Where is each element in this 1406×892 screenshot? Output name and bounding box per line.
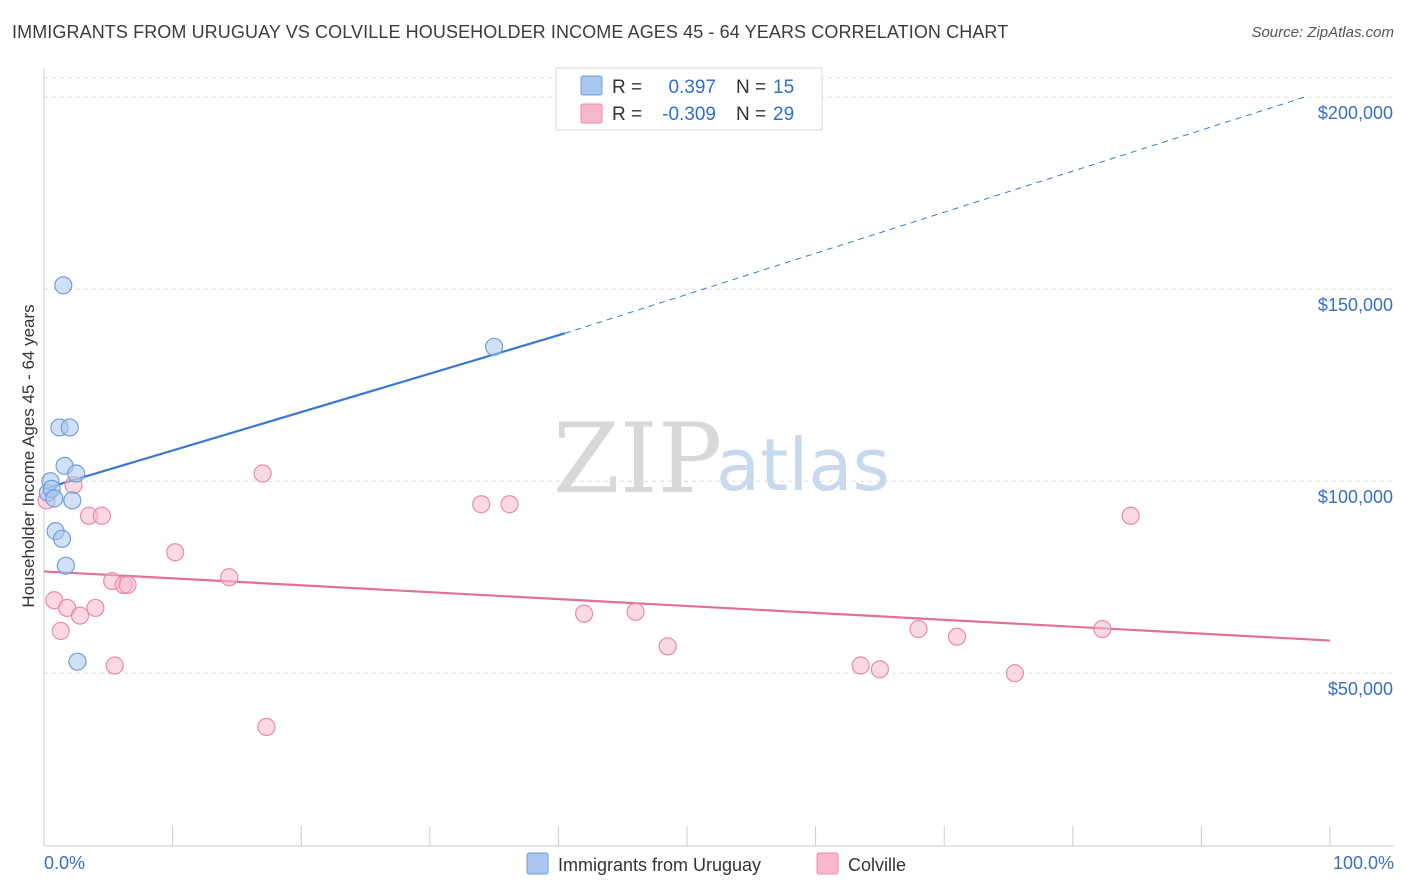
y-tick-label: $100,000 — [1318, 487, 1393, 507]
legend-swatch-colville — [580, 103, 603, 124]
point-uruguay — [45, 489, 64, 508]
point-colville — [500, 495, 519, 514]
point-colville — [70, 606, 90, 625]
point-uruguay — [60, 418, 79, 437]
point-uruguay — [68, 652, 87, 671]
point-colville — [86, 598, 105, 618]
point-colville — [257, 717, 276, 737]
y-tick-label: $150,000 — [1318, 295, 1393, 315]
point-colville — [626, 602, 645, 621]
legend-n-label-2: N = — [736, 104, 766, 125]
legend-r-label-1: R = — [612, 77, 642, 98]
point-colville — [575, 604, 594, 623]
point-colville — [92, 506, 111, 525]
y-axis-label: Householder Income Ages 45 - 64 years — [19, 304, 38, 607]
y-tick-labels: $50,000 $100,000 $150,000 $200,000 — [1318, 103, 1393, 699]
point-colville — [166, 543, 185, 562]
point-colville — [220, 568, 239, 587]
point-uruguay — [56, 556, 75, 575]
point-uruguay — [63, 491, 82, 510]
point-colville — [947, 627, 967, 646]
x-tick-label-min: 0.0% — [44, 853, 85, 873]
watermark-atlas: atlas — [716, 423, 890, 507]
y-tick-label: $50,000 — [1328, 679, 1393, 699]
trend-line-uruguay — [43, 332, 566, 490]
chart-title: IMMIGRANTS FROM URUGUAY VS COLVILLE HOUS… — [12, 22, 1009, 42]
legend-r-value-2: -0.309 — [662, 104, 716, 125]
point-colville — [870, 660, 890, 679]
legend-r-label-2: R = — [612, 104, 642, 125]
y-tick-label: $200,000 — [1318, 103, 1393, 123]
legend-swatch-uruguay — [580, 75, 603, 96]
data-points — [37, 276, 1140, 737]
point-uruguay — [52, 529, 72, 548]
axes — [43, 68, 1394, 847]
legend-n-value-2: 29 — [773, 104, 794, 125]
trend-line-colville — [43, 570, 1331, 642]
correlation-legend: R = 0.397 N = 15 R = -0.309 N = 29 — [555, 67, 823, 131]
bottom-legend-label-uruguay: Immigrants from Uruguay — [558, 855, 761, 875]
point-uruguay — [67, 464, 86, 483]
legend-n-value-1: 15 — [773, 77, 794, 98]
trend-line-uruguay-extension — [564, 96, 1305, 334]
series-legend: Immigrants from Uruguay Colville — [526, 852, 906, 875]
point-colville — [1121, 506, 1140, 525]
point-colville — [472, 495, 491, 514]
point-colville — [1005, 664, 1025, 683]
trend-lines — [43, 96, 1331, 642]
point-colville — [658, 637, 677, 656]
legend-r-value-1: 0.397 — [668, 77, 716, 98]
point-colville — [105, 656, 124, 675]
point-colville — [51, 621, 70, 641]
watermark-zip: ZIP — [553, 403, 722, 515]
point-uruguay — [485, 337, 504, 356]
legend-n-label-1: N = — [736, 77, 766, 98]
x-tick-label-max: 100.0% — [1333, 853, 1394, 873]
point-colville — [253, 464, 272, 483]
point-colville — [1093, 619, 1112, 639]
bottom-legend-swatch-uruguay — [526, 852, 549, 875]
point-colville — [851, 656, 870, 675]
bottom-legend-swatch-colville — [816, 852, 839, 875]
source-label: Source: ZipAtlas.com — [1251, 24, 1394, 41]
point-uruguay — [54, 276, 73, 295]
gridlines — [44, 77, 1394, 674]
point-colville — [909, 619, 928, 639]
bottom-legend-label-colville: Colville — [848, 855, 906, 875]
point-colville — [118, 575, 137, 594]
